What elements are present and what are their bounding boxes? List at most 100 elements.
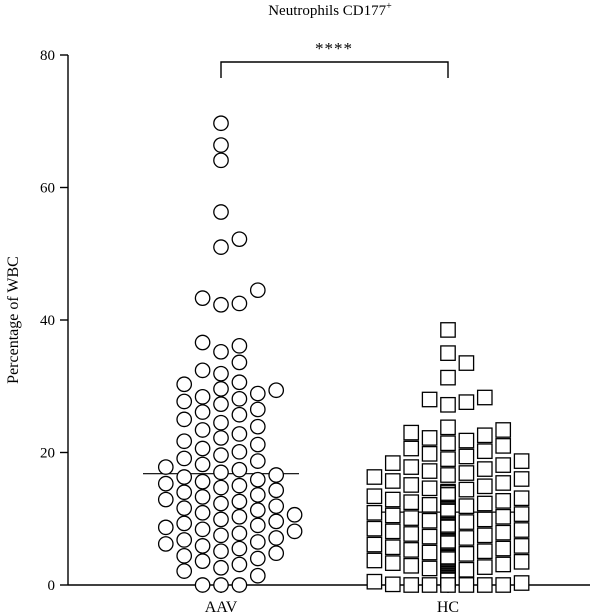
data-point-hc xyxy=(384,555,401,571)
x-tick-label-aav: AAV xyxy=(205,599,238,616)
data-point-aav xyxy=(213,115,229,132)
data-point-aav xyxy=(231,556,248,573)
data-point-aav xyxy=(249,567,266,584)
data-point-aav xyxy=(231,390,248,407)
data-point-aav xyxy=(213,559,229,576)
data-point-hc xyxy=(513,471,530,487)
data-point-hc xyxy=(495,556,512,573)
data-point-aav xyxy=(213,296,229,313)
chart-title-superscript: + xyxy=(386,1,392,12)
data-point-hc xyxy=(366,573,383,590)
data-point-aav xyxy=(231,426,248,442)
data-point-hc xyxy=(384,523,401,540)
data-point-aav xyxy=(249,418,266,435)
data-point-hc xyxy=(421,577,438,593)
data-point-hc xyxy=(476,427,493,444)
data-point-hc xyxy=(458,465,475,481)
data-point-hc xyxy=(476,389,493,406)
data-point-aav xyxy=(194,473,211,490)
chart-title-main: Neutrophils CD177 xyxy=(268,3,386,19)
data-point-hc xyxy=(366,536,383,553)
data-point-aav xyxy=(194,553,211,570)
data-point-hc xyxy=(476,461,493,477)
data-point-aav xyxy=(194,456,211,473)
data-point-aav xyxy=(231,374,248,391)
data-point-hc xyxy=(403,510,420,526)
data-point-hc xyxy=(495,457,512,473)
data-point-hc xyxy=(366,504,383,521)
data-point-aav xyxy=(194,404,211,420)
y-axis-label: Percentage of WBC xyxy=(5,256,22,384)
data-point-aav xyxy=(176,411,193,428)
data-point-aav xyxy=(194,422,211,438)
data-point-hc xyxy=(384,539,401,556)
data-point-aav xyxy=(176,393,193,410)
data-point-hc xyxy=(476,543,493,560)
data-point-hc xyxy=(513,553,530,570)
data-point-hc xyxy=(440,435,456,452)
data-point-hc xyxy=(476,478,493,495)
data-point-aav xyxy=(157,459,174,475)
data-point-aav xyxy=(176,433,193,450)
data-point-aav xyxy=(213,343,229,360)
data-point-hc xyxy=(440,322,456,338)
data-point-aav xyxy=(286,506,303,523)
data-point-hc xyxy=(440,419,456,436)
data-point-hc xyxy=(403,477,420,493)
data-point-aav xyxy=(213,152,229,169)
data-point-aav xyxy=(213,447,229,463)
data-point-aav xyxy=(194,334,211,351)
data-point-hc xyxy=(513,538,530,554)
data-point-aav xyxy=(213,137,229,153)
data-point-aav xyxy=(268,513,285,530)
data-point-hc xyxy=(440,467,456,483)
data-point-hc xyxy=(495,438,512,454)
data-point-aav xyxy=(231,231,248,248)
data-point-hc xyxy=(421,528,438,545)
data-point-hc xyxy=(476,495,493,512)
data-point-aav xyxy=(157,491,174,508)
data-point-aav xyxy=(157,519,174,536)
data-point-aav xyxy=(194,538,211,554)
data-point-hc xyxy=(476,559,493,575)
data-point-hc xyxy=(403,577,420,593)
data-point-aav xyxy=(286,523,303,540)
data-point-hc xyxy=(476,527,493,544)
data-point-aav xyxy=(213,430,229,446)
data-point-aav xyxy=(157,475,174,492)
data-point-aav xyxy=(176,532,193,548)
data-point-aav xyxy=(231,493,248,510)
data-point-hc xyxy=(421,480,438,497)
data-point-hc xyxy=(495,540,512,557)
data-point-aav xyxy=(213,464,229,481)
data-point-hc xyxy=(458,577,475,593)
data-point-hc xyxy=(421,512,438,529)
data-point-aav xyxy=(249,534,266,550)
data-point-hc xyxy=(440,369,456,386)
chart-title: Neutrophils CD177+ xyxy=(268,1,392,19)
data-point-aav xyxy=(231,540,248,557)
data-point-hc xyxy=(458,448,475,465)
data-point-aav xyxy=(176,376,193,393)
data-point-aav xyxy=(176,450,193,467)
data-point-hc xyxy=(403,494,420,511)
data-point-aav xyxy=(194,521,211,538)
data-point-aav xyxy=(231,443,248,460)
data-point-aav xyxy=(231,295,248,312)
data-point-aav xyxy=(231,477,248,494)
data-point-hc xyxy=(458,546,475,562)
data-point-aav xyxy=(268,498,285,515)
significance-label: **** xyxy=(315,39,353,58)
data-point-hc xyxy=(403,557,420,574)
data-point-hc xyxy=(440,451,456,467)
data-point-hc xyxy=(513,522,530,538)
data-point-aav xyxy=(268,482,285,499)
data-point-aav xyxy=(268,382,285,399)
significance-bracket: **** xyxy=(220,39,449,78)
data-point-aav xyxy=(213,365,229,382)
data-point-hc xyxy=(495,493,512,509)
data-point-aav xyxy=(176,563,193,579)
data-point-hc xyxy=(458,514,475,530)
data-point-aav xyxy=(213,511,229,528)
